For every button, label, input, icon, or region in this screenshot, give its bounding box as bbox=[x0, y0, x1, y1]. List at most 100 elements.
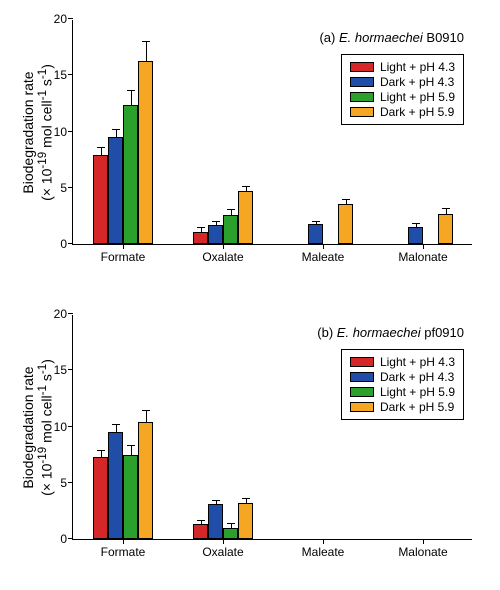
bar bbox=[193, 524, 208, 539]
bar bbox=[238, 191, 253, 244]
ytick-label: 20 bbox=[54, 12, 73, 26]
errorcap bbox=[342, 199, 350, 200]
legend-swatch bbox=[350, 77, 374, 87]
bar bbox=[138, 61, 153, 244]
bar bbox=[408, 227, 423, 244]
errorcap bbox=[442, 208, 450, 209]
errorcap bbox=[312, 221, 320, 222]
errorbar bbox=[246, 499, 247, 504]
bar bbox=[108, 432, 123, 539]
bar bbox=[93, 155, 108, 244]
errorbar bbox=[346, 200, 347, 203]
legend-item: Dark + pH 5.9 bbox=[350, 105, 455, 119]
ytick-mark bbox=[68, 426, 73, 427]
errorbar bbox=[201, 521, 202, 524]
errorcap bbox=[212, 500, 220, 501]
legend-label: Light + pH 5.9 bbox=[380, 385, 455, 399]
ytick-mark bbox=[68, 131, 73, 132]
errorbar bbox=[101, 451, 102, 457]
xtick-mark bbox=[423, 539, 424, 544]
errorbar bbox=[316, 222, 317, 224]
errorcap bbox=[127, 90, 135, 91]
bar bbox=[123, 105, 138, 245]
xtick-mark bbox=[123, 244, 124, 249]
errorbar bbox=[131, 91, 132, 105]
errorcap bbox=[242, 498, 250, 499]
errorcap bbox=[212, 221, 220, 222]
panel-label: (a) E. hormaechei B0910 bbox=[319, 30, 464, 45]
legend-label: Dark + pH 5.9 bbox=[380, 105, 454, 119]
ytick-label: 0 bbox=[60, 237, 73, 251]
ytick-label: 5 bbox=[60, 181, 73, 195]
errorcap bbox=[127, 445, 135, 446]
legend-swatch bbox=[350, 107, 374, 117]
ytick-label: 5 bbox=[60, 476, 73, 490]
xtick-mark bbox=[323, 244, 324, 249]
legend-item: Light + pH 5.9 bbox=[350, 90, 455, 104]
ytick-label: 20 bbox=[54, 307, 73, 321]
errorcap bbox=[227, 523, 235, 524]
ytick-mark bbox=[68, 187, 73, 188]
errorcap bbox=[197, 520, 205, 521]
legend-swatch bbox=[350, 387, 374, 397]
legend-label: Dark + pH 4.3 bbox=[380, 75, 454, 89]
legend-swatch bbox=[350, 357, 374, 367]
ytick-label: 0 bbox=[60, 532, 73, 546]
ytick-mark bbox=[68, 369, 73, 370]
ytick-label: 15 bbox=[54, 68, 73, 82]
bar bbox=[338, 204, 353, 245]
errorbar bbox=[216, 222, 217, 225]
legend-label: Dark + pH 5.9 bbox=[380, 400, 454, 414]
errorcap bbox=[142, 410, 150, 411]
bar bbox=[208, 225, 223, 244]
ytick-label: 10 bbox=[54, 125, 73, 139]
bar bbox=[208, 504, 223, 539]
legend-swatch bbox=[350, 372, 374, 382]
xtick-mark bbox=[223, 244, 224, 249]
errorcap bbox=[142, 41, 150, 42]
ytick-mark bbox=[68, 243, 73, 244]
bar bbox=[223, 528, 238, 539]
bar bbox=[138, 422, 153, 539]
errorcap bbox=[197, 227, 205, 228]
errorcap bbox=[227, 209, 235, 210]
xtick-mark bbox=[123, 539, 124, 544]
legend-item: Dark + pH 4.3 bbox=[350, 370, 455, 384]
errorbar bbox=[231, 524, 232, 527]
legend-label: Dark + pH 4.3 bbox=[380, 370, 454, 384]
ytick-mark bbox=[68, 482, 73, 483]
errorbar bbox=[101, 148, 102, 155]
errorcap bbox=[112, 424, 120, 425]
bar bbox=[308, 224, 323, 244]
bar bbox=[123, 455, 138, 539]
ytick-mark bbox=[68, 538, 73, 539]
ytick-mark bbox=[68, 18, 73, 19]
xtick-mark bbox=[323, 539, 324, 544]
panel-label: (b) E. hormaechei pf0910 bbox=[317, 325, 464, 340]
ytick-label: 10 bbox=[54, 420, 73, 434]
legend-label: Light + pH 5.9 bbox=[380, 90, 455, 104]
errorcap bbox=[97, 450, 105, 451]
bar bbox=[438, 214, 453, 244]
xtick-mark bbox=[423, 244, 424, 249]
errorcap bbox=[242, 186, 250, 187]
bar bbox=[193, 232, 208, 244]
errorbar bbox=[146, 411, 147, 422]
ytick-mark bbox=[68, 313, 73, 314]
legend-item: Light + pH 4.3 bbox=[350, 60, 455, 74]
bar bbox=[108, 137, 123, 244]
errorbar bbox=[146, 42, 147, 61]
errorbar bbox=[246, 187, 247, 192]
ytick-label: 15 bbox=[54, 363, 73, 377]
legend-item: Light + pH 4.3 bbox=[350, 355, 455, 369]
bar bbox=[93, 457, 108, 539]
legend: Light + pH 4.3Dark + pH 4.3Light + pH 5.… bbox=[341, 54, 464, 125]
errorbar bbox=[131, 446, 132, 455]
y-axis-label: Biodegradation rate(× 10-19 mol cell-1 s… bbox=[20, 315, 55, 540]
legend-item: Light + pH 5.9 bbox=[350, 385, 455, 399]
errorbar bbox=[201, 228, 202, 231]
legend-swatch bbox=[350, 92, 374, 102]
legend: Light + pH 4.3Dark + pH 4.3Light + pH 5.… bbox=[341, 349, 464, 420]
ytick-mark bbox=[68, 74, 73, 75]
bar bbox=[238, 503, 253, 539]
